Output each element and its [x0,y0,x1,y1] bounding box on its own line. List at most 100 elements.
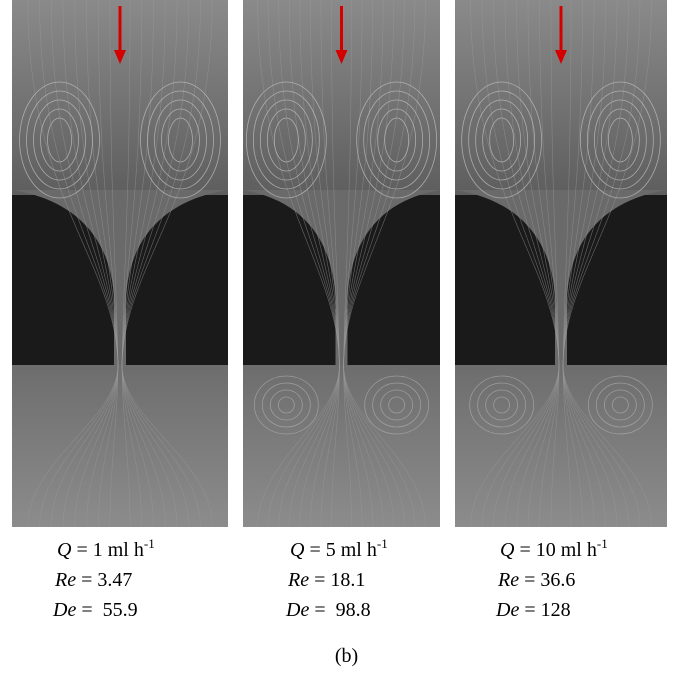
vortex [259,99,313,181]
vortex [261,382,311,428]
streamline [121,0,201,528]
downstream-flow [12,365,228,527]
vortex [154,99,207,181]
streamline [121,0,143,528]
figure-label: (b) [334,645,359,667]
vortex [607,117,633,163]
vortex [595,382,645,428]
vortex [245,81,327,199]
symbol: Re [288,569,310,591]
streamline [39,0,119,528]
streamline [562,0,606,528]
vortex [266,108,306,172]
value: = 18.1 [314,569,366,591]
flow-photo [243,0,440,528]
vortex [489,117,515,163]
vortex [33,99,86,181]
caption-line: Re = 3.47 [55,568,132,592]
caption-line: Q = 5 ml h-1 [290,536,388,562]
vortex [600,108,640,172]
streamline [86,0,119,528]
symbol: Q [500,539,515,561]
vortex [461,81,543,199]
streamline [527,0,560,528]
caption-line: De = 98.8 [286,598,371,622]
streamline [343,0,363,528]
exponent: -1 [143,536,155,551]
vortex [273,117,299,163]
vortex [388,396,406,414]
arrow-head [114,50,126,64]
value: = 36.6 [524,569,576,591]
streamline [470,0,560,528]
streamline [343,0,426,528]
vortex [356,81,438,199]
vortex [493,396,511,414]
vortex [161,108,200,172]
vortex [482,108,522,172]
streamline [97,0,119,528]
vortex [252,90,320,190]
vortex [603,389,637,421]
vortex [475,99,529,181]
vortex [586,90,654,190]
streamline [121,0,178,528]
vortex [485,389,519,421]
symbol: Q [290,539,305,561]
value: = 98.8 [314,599,371,621]
downstream-flow [455,365,667,527]
vortex [277,396,295,414]
symbol: De [53,599,77,621]
vortex [587,375,653,435]
streamline [343,0,373,528]
symbol: De [496,599,520,621]
converging-flow [243,190,440,365]
streamline [562,0,595,528]
value: = 5 ml h [309,539,377,561]
vortex [384,117,410,163]
vortex [611,396,629,414]
photos [12,0,667,528]
downstream-flow [243,365,440,527]
arrow-head [555,50,567,64]
vortex [469,375,535,435]
streamline [121,0,131,528]
value: = 128 [524,599,571,621]
symbol: Q [57,539,72,561]
value: = 55.9 [81,599,138,621]
streamline [343,0,352,528]
streamline [74,0,119,528]
streamline [562,0,618,528]
vortex [468,90,536,190]
vortex [477,382,527,428]
streamline [562,0,583,528]
caption-line: Q = 10 ml h-1 [500,536,608,562]
vortex [40,108,79,172]
caption-line: Q = 1 ml h-1 [57,536,155,562]
caption-line: Re = 36.6 [498,568,575,592]
streamline [331,0,340,528]
streamline [539,0,560,528]
streamline [516,0,560,528]
flow-photo [455,0,667,528]
vortex [364,375,430,435]
caption-line: Re = 18.1 [288,568,365,592]
streamline [562,0,641,528]
streamline [121,0,154,528]
streamline [562,0,652,528]
vortex [377,108,417,172]
streamline [310,0,340,528]
streamline [320,0,340,528]
streamline [299,0,340,528]
streamline [481,0,560,528]
vortex [372,382,422,428]
exponent: -1 [376,536,388,551]
streamline [562,0,572,528]
streamline [109,0,119,528]
exponent: -1 [596,536,608,551]
streamline [343,0,384,528]
streamline [27,0,119,528]
vortex [370,99,424,181]
streamline [257,0,340,528]
flow-photo [12,0,228,528]
